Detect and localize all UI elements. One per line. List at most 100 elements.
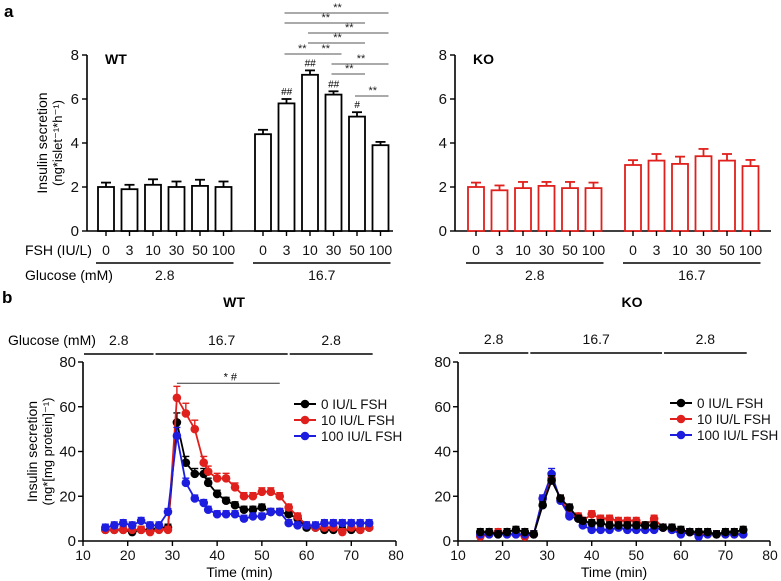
legend-label: 0 IU/L FSH xyxy=(697,396,763,411)
x-tick-label: 50 xyxy=(562,242,578,258)
bar-chart-wt: 0 2 4 6 8 WT Insulin secretion (ng*islet⁻¹*h⁻¹)… xyxy=(25,2,393,283)
y-tick-label: 20 xyxy=(434,488,451,505)
x-tick-label: 60 xyxy=(673,547,689,563)
data-point xyxy=(127,521,137,530)
data-point xyxy=(302,521,311,530)
data-point xyxy=(364,518,374,528)
y-tick-label: 0 xyxy=(439,223,447,240)
data-point xyxy=(275,507,285,517)
x-tick-label: 50 xyxy=(192,242,208,258)
data-point xyxy=(538,500,547,510)
data-point xyxy=(110,521,119,530)
significance-label: ** xyxy=(333,2,342,14)
data-point xyxy=(676,525,686,535)
y-tick-label: 60 xyxy=(434,399,451,416)
x-tick-label: 60 xyxy=(299,547,315,563)
data-point xyxy=(163,507,173,517)
data-point xyxy=(320,518,329,528)
legend-marker xyxy=(300,431,310,441)
data-point xyxy=(520,527,530,537)
bar xyxy=(718,159,736,232)
bar xyxy=(348,115,366,232)
data-point xyxy=(145,521,155,530)
data-point xyxy=(212,489,222,499)
bar xyxy=(647,159,666,232)
glucose-segment-label: 16.7 xyxy=(583,331,610,347)
bar xyxy=(324,93,343,232)
data-point xyxy=(203,505,213,514)
data-point xyxy=(199,498,209,508)
data-point xyxy=(190,424,200,434)
data-point xyxy=(738,525,748,535)
data-point xyxy=(181,409,191,418)
y-tick-label: 20 xyxy=(59,488,76,505)
significance-label: ** xyxy=(368,85,377,97)
x-tick-label: 70 xyxy=(343,547,359,563)
y-axis-label: Insulin secretion xyxy=(24,401,40,502)
bar xyxy=(214,186,233,232)
x-tick-label: 100 xyxy=(369,242,393,258)
data-point xyxy=(136,516,146,526)
y-tick-label: 6 xyxy=(439,91,447,108)
x-tick-label: 10 xyxy=(672,242,688,258)
data-point xyxy=(338,527,347,537)
glucose-segment-label: 2.8 xyxy=(321,332,341,348)
data-point xyxy=(145,527,155,537)
x-tick-label: 0 xyxy=(102,242,110,258)
x-tick-label: 30 xyxy=(165,547,181,563)
data-point xyxy=(556,494,565,503)
x-tick-label: 40 xyxy=(584,547,600,563)
data-point xyxy=(721,527,730,537)
glucose-segment-label: 2.8 xyxy=(696,331,716,347)
data-point xyxy=(118,518,128,528)
data-point xyxy=(649,514,659,523)
data-point xyxy=(284,509,293,519)
data-point xyxy=(293,512,302,521)
bar xyxy=(97,186,115,232)
legend-marker xyxy=(676,398,686,408)
panel-label-b: b xyxy=(2,288,12,307)
data-point xyxy=(493,529,503,539)
data-point xyxy=(275,491,285,501)
y-tick-label: 8 xyxy=(439,47,447,64)
data-point xyxy=(212,474,222,483)
x-axis-label: Time (min) xyxy=(581,564,647,580)
significance-label: ** xyxy=(321,12,330,24)
bar xyxy=(167,186,186,232)
data-point xyxy=(190,494,200,503)
data-point xyxy=(266,507,276,517)
data-point xyxy=(631,521,641,530)
data-point xyxy=(658,523,668,532)
data-point xyxy=(293,521,302,530)
data-point xyxy=(199,458,209,467)
legend-label: 0 IU/L FSH xyxy=(321,397,387,412)
significance-label: ** xyxy=(345,63,354,75)
y-tick-label: 0 xyxy=(68,533,76,550)
bar xyxy=(561,187,579,232)
x-tick-label: 10 xyxy=(145,242,161,258)
data-point xyxy=(685,527,695,537)
data-point xyxy=(547,476,556,485)
x-tick-label: 50 xyxy=(719,242,735,258)
data-point xyxy=(614,521,623,530)
data-point xyxy=(623,521,632,530)
bar xyxy=(254,133,272,232)
significance-mark: ## xyxy=(328,79,340,90)
bar xyxy=(490,189,509,232)
data-point xyxy=(587,509,597,519)
y-tick-label: 2 xyxy=(439,179,447,196)
chart-title: WT xyxy=(223,294,245,310)
data-point xyxy=(649,521,659,530)
data-point xyxy=(248,512,258,521)
legend-marker xyxy=(676,430,686,440)
y-tick-label: 8 xyxy=(71,47,79,64)
bar xyxy=(144,183,162,232)
legend-label: 10 IU/L FSH xyxy=(321,413,395,428)
data-point xyxy=(239,505,249,514)
glucose-segment-label: 16.7 xyxy=(208,332,235,348)
data-point xyxy=(248,505,258,514)
significance-mark: # xyxy=(354,100,360,111)
data-point xyxy=(284,518,293,528)
data-point xyxy=(221,474,231,483)
